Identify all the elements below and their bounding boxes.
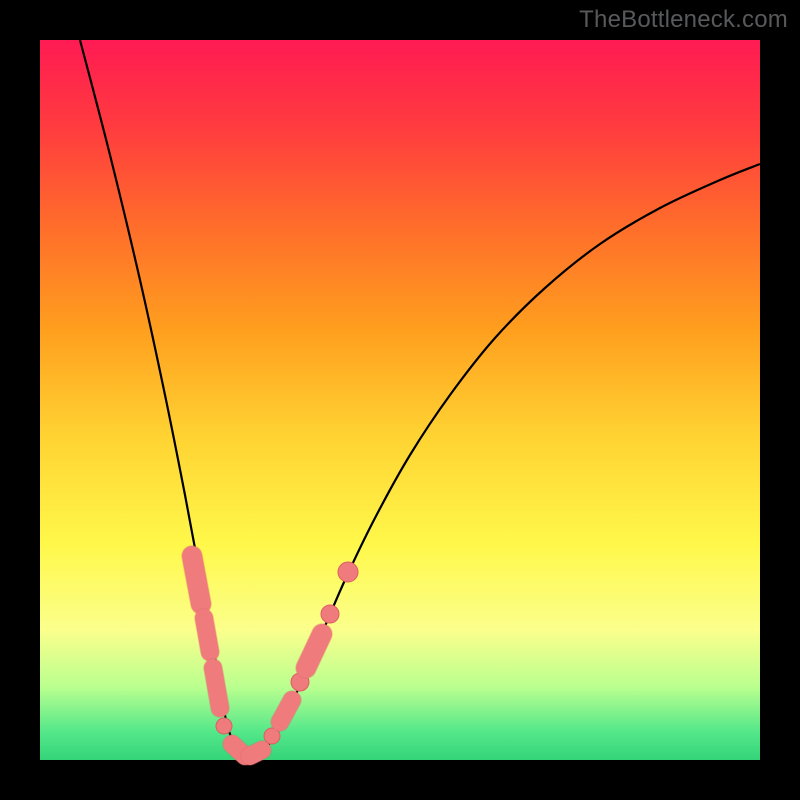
watermark-text: TheBottleneck.com [579, 6, 788, 34]
marker-point [338, 562, 358, 582]
plot-background [40, 40, 760, 760]
marker-pill [213, 668, 220, 708]
marker-pill [250, 750, 262, 756]
chart-container: TheBottleneck.com [0, 0, 800, 800]
marker-point [321, 605, 339, 623]
bottleneck-curve-chart [0, 0, 800, 800]
marker-pill [280, 700, 292, 722]
marker-pill [204, 618, 210, 652]
marker-point [216, 718, 232, 734]
marker-pill [192, 556, 201, 604]
